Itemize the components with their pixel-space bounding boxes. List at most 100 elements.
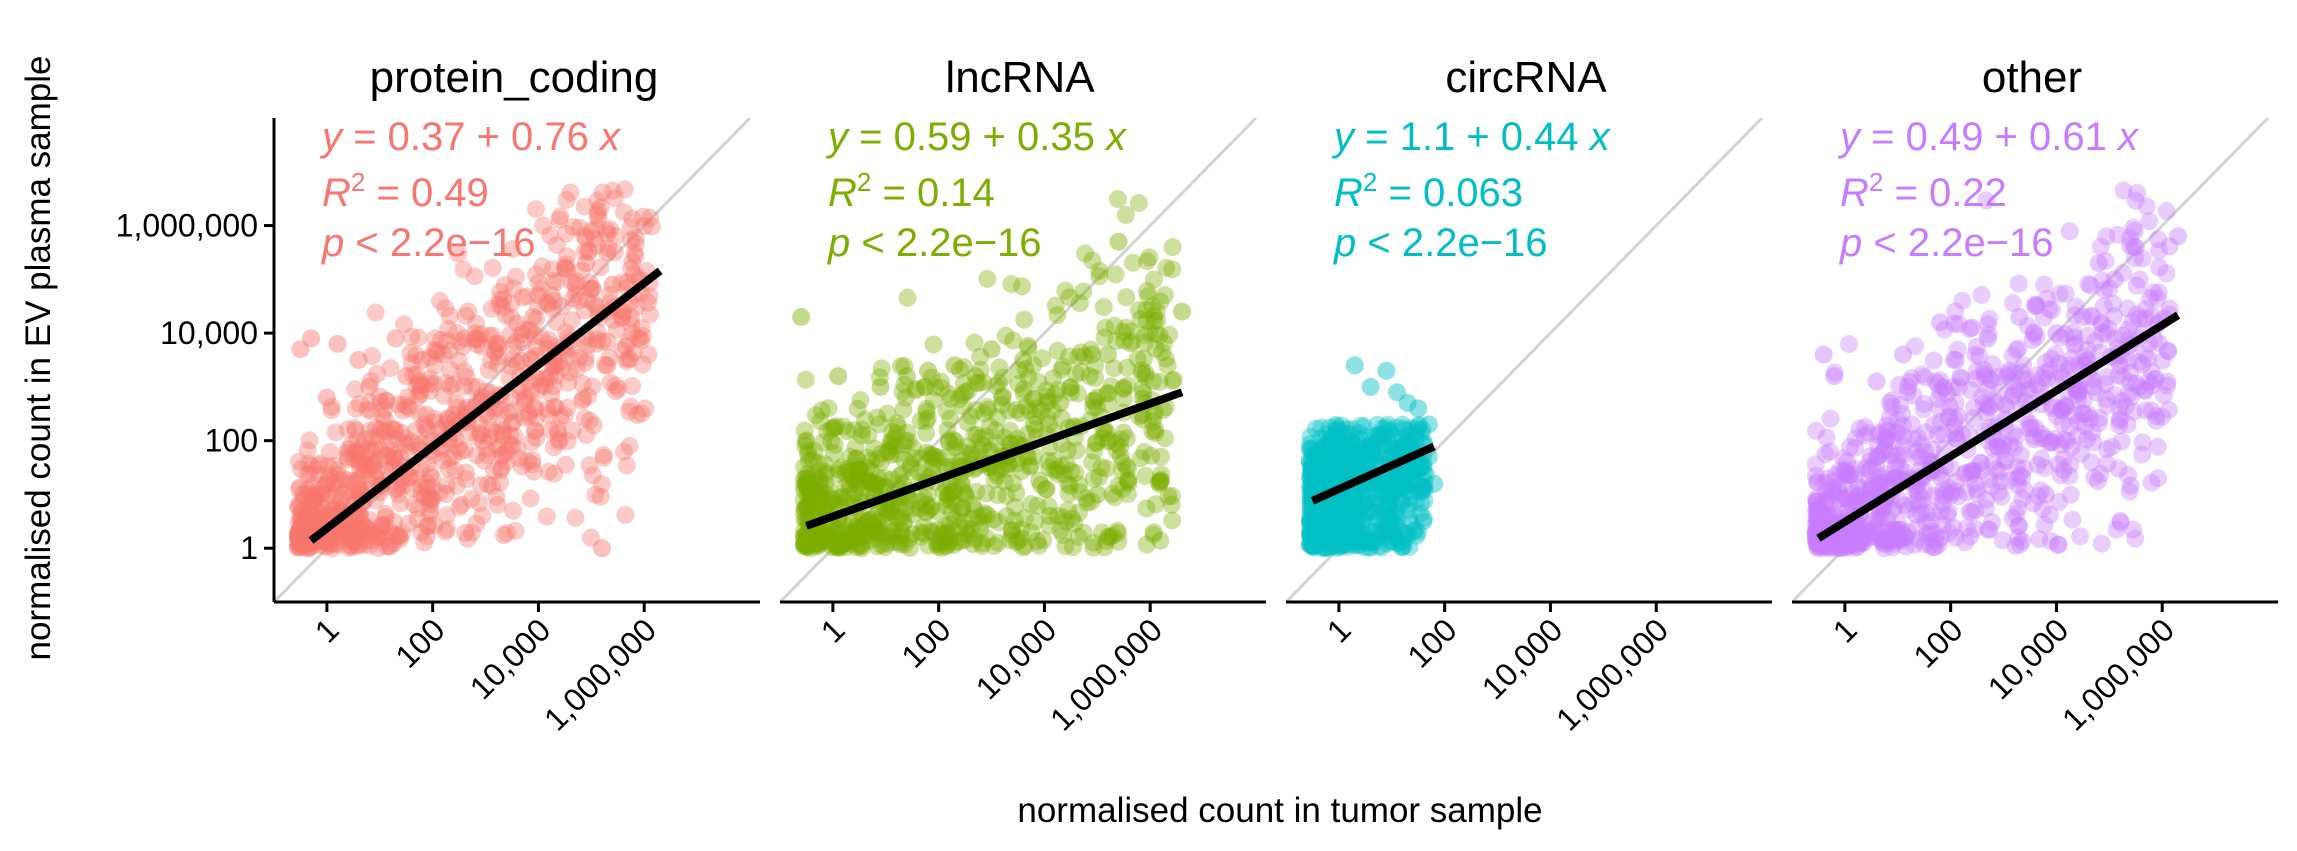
data-point <box>395 395 414 414</box>
data-point <box>1408 420 1427 439</box>
data-point <box>345 531 364 550</box>
data-point <box>1836 465 1855 484</box>
data-point <box>1117 457 1136 476</box>
data-point <box>525 326 544 345</box>
data-point <box>625 244 644 263</box>
data-point <box>1926 372 1945 391</box>
data-point <box>941 531 960 550</box>
data-point <box>2033 369 2052 388</box>
data-point <box>2042 433 2061 452</box>
data-point <box>917 495 936 514</box>
data-point <box>1003 525 1022 544</box>
data-point <box>920 499 939 518</box>
data-point <box>871 524 890 543</box>
data-point <box>524 462 543 481</box>
data-point <box>2114 264 2133 283</box>
data-point <box>1056 537 1075 556</box>
y-tick-label: 1 <box>240 530 258 566</box>
data-point <box>1337 535 1356 554</box>
data-point <box>1051 394 1070 413</box>
data-point <box>1978 379 1997 398</box>
data-point <box>507 353 526 372</box>
data-point <box>1376 508 1395 527</box>
data-point <box>2083 307 2102 326</box>
data-point <box>1893 524 1912 543</box>
data-point <box>1862 527 1881 546</box>
data-point <box>601 220 620 239</box>
data-point <box>580 456 599 475</box>
data-point <box>348 520 367 539</box>
data-point <box>2064 328 2083 347</box>
data-point <box>1394 435 1413 454</box>
data-point <box>1109 476 1128 495</box>
data-point <box>827 417 846 436</box>
data-point <box>1304 529 1323 548</box>
data-point <box>613 307 632 326</box>
data-point <box>1945 416 1964 435</box>
data-point <box>1356 529 1375 548</box>
data-point <box>1352 450 1371 469</box>
data-point <box>1945 314 1964 333</box>
data-point <box>395 315 414 334</box>
data-point <box>497 442 516 461</box>
data-point <box>1363 533 1382 552</box>
data-point <box>810 478 829 497</box>
data-point <box>575 409 594 428</box>
data-point <box>2136 401 2155 420</box>
data-point <box>1022 495 1041 514</box>
data-point <box>2042 349 2061 368</box>
data-point <box>594 448 613 467</box>
data-point <box>325 473 344 492</box>
data-point <box>1326 446 1345 465</box>
data-point <box>1834 474 1853 493</box>
data-point <box>292 460 311 479</box>
data-point <box>1381 485 1400 504</box>
data-point <box>576 353 595 372</box>
data-point <box>906 381 925 400</box>
data-point <box>1918 525 1937 544</box>
data-point <box>1966 345 1985 364</box>
data-point <box>867 475 886 494</box>
data-point <box>557 190 576 209</box>
data-point <box>1877 430 1896 449</box>
data-point <box>377 391 396 410</box>
data-point <box>1144 372 1163 391</box>
data-point <box>1379 422 1398 441</box>
p-value-label: p < 2.2e−16 <box>321 221 536 265</box>
data-point <box>1327 451 1346 470</box>
data-point <box>1303 536 1322 555</box>
data-point <box>366 303 385 322</box>
data-point <box>547 313 566 332</box>
data-point <box>418 517 437 536</box>
data-point <box>1813 539 1832 558</box>
data-point <box>403 479 422 498</box>
data-point <box>811 482 830 501</box>
data-point <box>570 218 589 237</box>
data-point <box>820 480 839 499</box>
data-point <box>294 527 313 546</box>
data-point <box>1347 459 1366 478</box>
data-point <box>1311 461 1330 480</box>
data-point <box>1137 282 1156 301</box>
data-point <box>317 388 336 407</box>
data-point <box>1014 351 1033 369</box>
data-point <box>1301 439 1320 458</box>
data-point <box>1040 506 1059 525</box>
data-point <box>826 495 845 514</box>
data-point <box>857 458 876 477</box>
data-point <box>291 340 310 359</box>
data-point <box>1016 397 1035 416</box>
data-point <box>939 433 958 452</box>
data-point <box>1398 432 1417 451</box>
data-point <box>809 525 828 544</box>
data-point <box>1338 439 1357 458</box>
data-point <box>898 288 917 307</box>
data-point <box>1146 495 1165 514</box>
data-point <box>944 482 963 501</box>
data-point <box>2111 511 2130 530</box>
data-point <box>1099 527 1118 546</box>
data-point <box>2007 505 2026 524</box>
data-point <box>1860 460 1879 479</box>
data-point <box>891 528 910 547</box>
